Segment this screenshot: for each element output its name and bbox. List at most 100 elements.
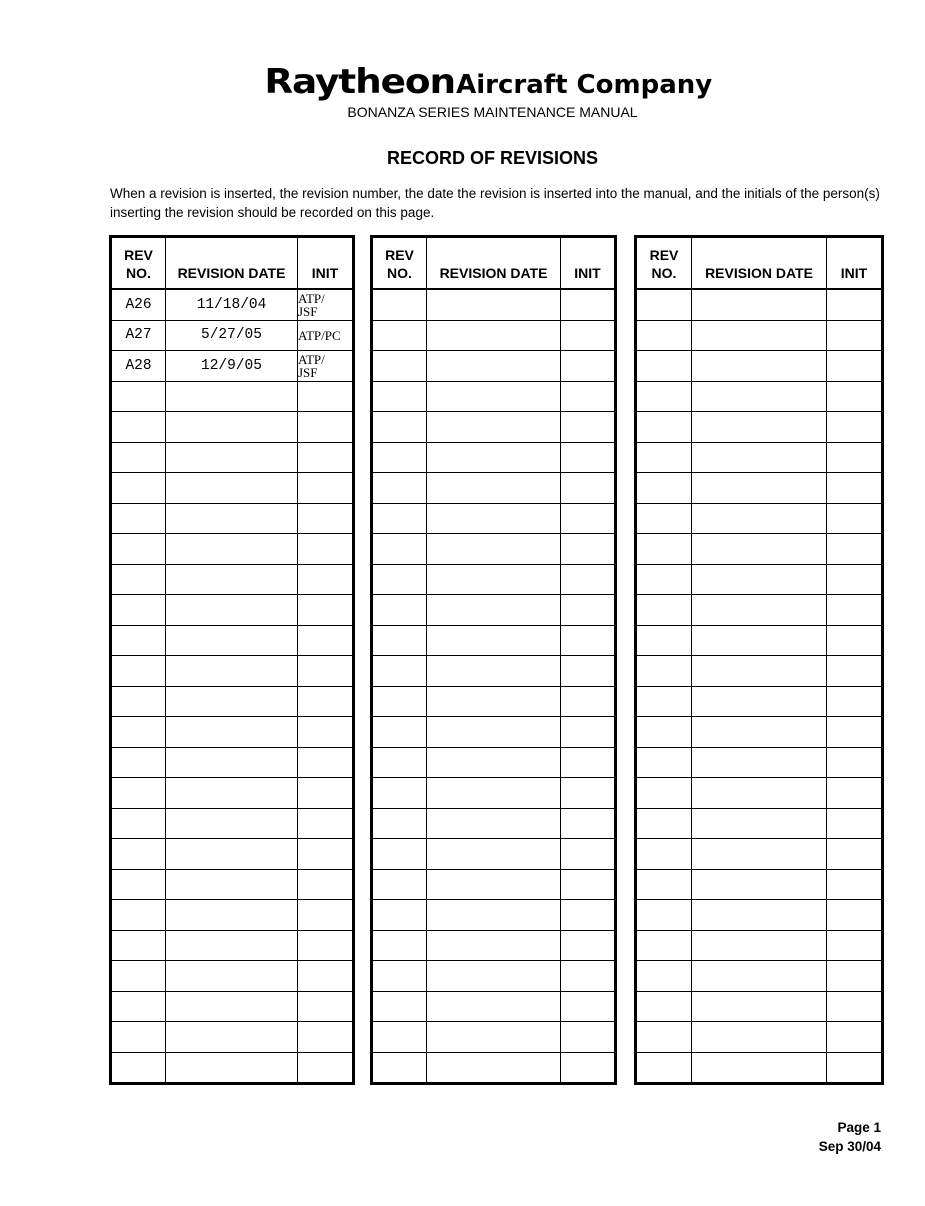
table-row — [110, 960, 354, 991]
init-cell — [297, 594, 354, 625]
rev-no-cell — [110, 685, 166, 717]
revision-date-cell — [691, 655, 827, 686]
rev-no-cell — [110, 777, 166, 808]
header-init: INIT — [826, 236, 883, 290]
rev-no-cell — [635, 1021, 692, 1052]
table-row — [635, 533, 883, 564]
table-row — [371, 319, 616, 351]
revision-table-3: REV NO. REVISION DATE INIT — [634, 235, 884, 1085]
revision-date-cell — [691, 716, 827, 747]
rev-no-cell — [110, 1051, 166, 1084]
table-row — [371, 868, 616, 900]
table-row — [635, 655, 883, 686]
init-cell — [826, 533, 883, 564]
init-cell — [826, 685, 883, 717]
rev-no-cell — [110, 868, 166, 900]
table-row — [371, 380, 616, 412]
init-cell — [297, 746, 354, 778]
table-row: A28 12/9/05 ATP/ JSF — [110, 350, 354, 381]
init-cell — [826, 563, 883, 595]
init-cell — [826, 594, 883, 625]
table-row — [110, 655, 354, 686]
table-row — [110, 716, 354, 747]
rev-no-cell — [371, 838, 427, 869]
revision-table-1: REV NO. REVISION DATE INIT A26 11/18/04 ATP/ … — [109, 235, 355, 1085]
revision-date-cell — [165, 990, 298, 1022]
table-row — [635, 1051, 883, 1084]
revision-date-cell — [426, 777, 561, 808]
rev-no-cell — [635, 319, 692, 351]
header-revision-date: REVISION DATE — [426, 236, 561, 290]
init-cell — [826, 868, 883, 900]
revision-date-cell — [691, 1021, 827, 1052]
header-init: INIT — [297, 236, 354, 290]
manual-title: BONANZA SERIES MAINTENANCE MANUAL — [347, 104, 638, 120]
revision-date-cell — [165, 746, 298, 778]
rev-no-cell — [110, 838, 166, 869]
table-row — [371, 563, 616, 595]
rev-no-cell — [110, 624, 166, 656]
revision-date-cell — [426, 288, 561, 320]
init-cell — [297, 1021, 354, 1052]
revision-date-cell — [426, 899, 561, 930]
init-cell — [826, 1021, 883, 1052]
rev-no-cell — [635, 929, 692, 961]
table-row — [371, 960, 616, 991]
table-row — [635, 868, 883, 900]
page-number: Page 1 — [837, 1120, 881, 1135]
rev-no-cell — [635, 838, 692, 869]
rev-no-cell: A26 — [110, 288, 166, 320]
revision-date-cell — [426, 1021, 561, 1052]
init-cell — [826, 746, 883, 778]
init-cell — [297, 533, 354, 564]
rev-no-cell — [371, 716, 427, 747]
rev-no-cell — [635, 777, 692, 808]
instructions-text: When a revision is inserted, the revisio… — [110, 186, 880, 220]
revision-date-cell — [691, 838, 827, 869]
rev-no-cell — [110, 746, 166, 778]
table-row — [110, 472, 354, 503]
revision-date-cell — [165, 685, 298, 717]
revision-date-cell — [426, 472, 561, 503]
rev-no-cell — [635, 288, 692, 320]
init-cell — [297, 899, 354, 930]
init-cell — [297, 929, 354, 961]
init-cell — [560, 838, 616, 869]
revision-table-2: REV NO. REVISION DATE INIT — [370, 235, 617, 1085]
rev-no-cell — [110, 380, 166, 412]
revision-date-cell — [426, 350, 561, 381]
rev-no-cell — [371, 655, 427, 686]
init-cell — [560, 899, 616, 930]
revision-date-cell — [165, 472, 298, 503]
table-row — [371, 655, 616, 686]
rev-no-cell — [371, 746, 427, 778]
revision-date-cell — [426, 929, 561, 961]
init-cell — [560, 868, 616, 900]
revision-date-cell — [691, 1051, 827, 1084]
init-cell — [560, 288, 616, 320]
init-cell — [560, 319, 616, 351]
table-row — [110, 807, 354, 839]
init-cell — [297, 960, 354, 991]
init-cell — [826, 929, 883, 961]
init-cell — [297, 411, 354, 442]
init-cell — [560, 1021, 616, 1052]
table-row — [371, 472, 616, 503]
init-cell — [560, 502, 616, 534]
revision-date-cell — [165, 1021, 298, 1052]
revision-date-cell — [426, 960, 561, 991]
table-row — [635, 807, 883, 839]
rev-no-cell — [110, 990, 166, 1022]
revision-date-cell — [165, 594, 298, 625]
init-cell — [560, 411, 616, 442]
rev-no-cell — [635, 563, 692, 595]
init-cell — [297, 380, 354, 412]
page-title: RECORD OF REVISIONS — [386, 148, 599, 168]
table-row — [635, 472, 883, 503]
rev-no-cell — [371, 594, 427, 625]
rev-no-cell — [371, 533, 427, 564]
init-cell — [826, 411, 883, 442]
table-row — [110, 746, 354, 778]
init-cell — [560, 441, 616, 473]
table-row — [371, 838, 616, 869]
